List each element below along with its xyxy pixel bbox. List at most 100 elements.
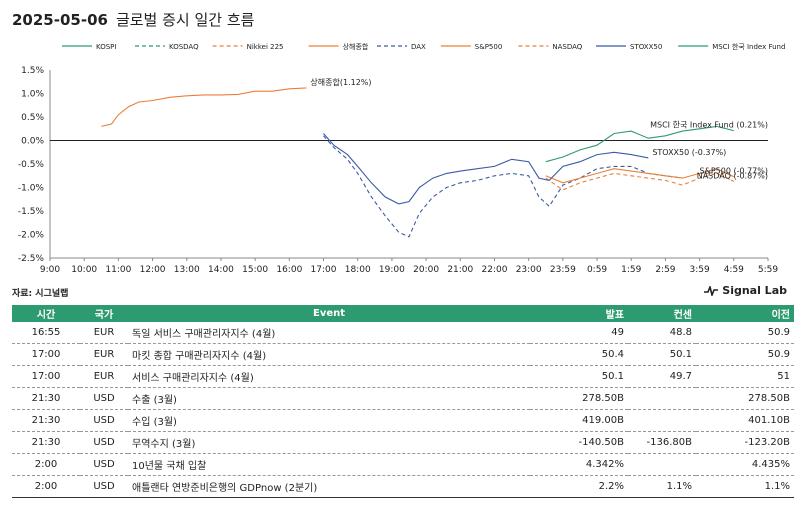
series-end-label: S&P500 (-0.77%): [700, 167, 769, 176]
y-tick-label: 0.5%: [21, 113, 44, 123]
table-cell: 50.1: [530, 365, 628, 388]
table-cell: 마킷 종합 구매관리자지수 (4월): [128, 343, 530, 366]
table-cell: 17:00: [12, 365, 80, 388]
y-tick-label: -2.0%: [18, 231, 45, 241]
y-tick-label: -1.0%: [18, 184, 45, 194]
series-end-label: STOXX50 (-0.37%): [652, 148, 726, 157]
table-cell: 2:00: [12, 453, 80, 476]
x-tick-label: 2:59: [655, 265, 675, 275]
table-cell: 1.1%: [696, 475, 794, 498]
table-cell: 2:00: [12, 475, 80, 498]
table-cell: 독일 서비스 구매관리자지수 (4월): [128, 322, 530, 344]
table-cell: 50.9: [696, 322, 794, 344]
table-cell: [628, 409, 696, 432]
x-tick-label: 14:00: [208, 265, 234, 275]
column-header: Event: [128, 305, 530, 322]
table-cell: 수출 (3월): [128, 387, 530, 410]
legend-label: Nikkei 225: [247, 43, 284, 51]
table-cell: 무역수지 (3월): [128, 431, 530, 454]
event-table: 시간 국가 Event 발표 컨센 이전 16:55 EUR 독일 서비스 구매관리자지수 (…: [12, 305, 794, 498]
table-cell: EUR: [80, 343, 128, 366]
table-row: 2:00 USD 애틀랜타 연방준비은행의 GDPnow (2분기) 2.2% 1.1%…: [12, 475, 794, 498]
table-cell: 서비스 구매관리자지수 (4월): [128, 365, 530, 388]
column-header: 발표: [530, 305, 628, 322]
legend-label: S&P500: [475, 43, 502, 51]
table-row: 21:30 USD 무역수지 (3월) -140.50B -136.80B -123.20…: [12, 431, 794, 454]
table-cell: 2.2%: [530, 475, 628, 498]
legend-label: 상해종합: [343, 42, 369, 51]
table-cell: [628, 387, 696, 410]
source-note: 자료: 시그널랩: [12, 289, 69, 299]
x-tick-label: 5:59: [758, 265, 778, 275]
line-chart: 1.5% 1.0% 0.5% 0.0% -0.5% -1.0% -1.5% -2.0% -2.5…: [18, 42, 786, 275]
series-line: [545, 168, 735, 184]
table-cell: 애틀랜타 연방준비은행의 GDPnow (2분기): [128, 475, 530, 498]
series-end-label: 상해종합(1.12%): [310, 77, 371, 87]
table-cell: 51: [696, 365, 794, 388]
x-tick-label: 17:00: [311, 265, 337, 275]
legend-label: MSCI 한국 Index Fund: [712, 43, 785, 51]
x-tick-label: 21:00: [447, 265, 473, 275]
table-cell: 419.00B: [530, 409, 628, 432]
y-tick-label: -0.5%: [18, 160, 45, 170]
table-row: 21:30 USD 수입 (3월) 419.00B 401.10B: [12, 409, 794, 432]
x-tick-label: 11:00: [105, 265, 131, 275]
series-line: [101, 87, 307, 127]
table-row: 17:00 EUR 서비스 구매관리자지수 (4월) 50.1 49.7 51: [12, 365, 794, 388]
table-cell: 4.342%: [530, 453, 628, 476]
x-tick-label: 4:59: [724, 265, 744, 275]
x-tick-label: 15:00: [242, 265, 268, 275]
y-tick-label: -1.5%: [18, 207, 45, 217]
series-line: [323, 133, 649, 205]
table-cell: 21:30: [12, 409, 80, 432]
table-cell: [628, 453, 696, 476]
table-body: 16:55 EUR 독일 서비스 구매관리자지수 (4월) 49 48.8 50.9 17:…: [12, 322, 794, 498]
legend-label: NASDAQ: [552, 43, 582, 51]
table-cell: EUR: [80, 322, 128, 344]
page-title: 2025-05-06 글로벌 증시 일간 흐름: [12, 9, 254, 30]
x-tick-label: 18:00: [345, 265, 371, 275]
y-tick-label: -2.5%: [18, 254, 45, 264]
report-date: 2025-05-06: [12, 11, 108, 29]
table-cell: 21:30: [12, 431, 80, 454]
legend-label: KOSPI: [96, 43, 116, 51]
brand-name: Signal Lab: [722, 284, 787, 297]
table-cell: 4.435%: [696, 453, 794, 476]
table-cell: EUR: [80, 365, 128, 388]
table-cell: USD: [80, 387, 128, 410]
table-cell: 50.9: [696, 343, 794, 366]
x-tick-label: 9:00: [40, 265, 60, 275]
y-tick-label: 0.0%: [21, 137, 44, 147]
x-tick-label: 23:59: [550, 265, 576, 275]
x-tick-label: 20:00: [413, 265, 439, 275]
x-tick-label: 16:00: [276, 265, 302, 275]
column-header: 국가: [80, 305, 128, 322]
x-tick-label: 13:00: [174, 265, 200, 275]
table-row: 21:30 USD 수출 (3월) 278.50B 278.50B: [12, 387, 794, 410]
table-cell: 17:00: [12, 343, 80, 366]
table-cell: 50.1: [628, 343, 696, 366]
x-tick-label: 10:00: [71, 265, 97, 275]
table-cell: 49.7: [628, 365, 696, 388]
column-header: 컨센: [628, 305, 696, 322]
x-tick-label: 12:00: [140, 265, 166, 275]
y-tick-label: 1.5%: [21, 66, 44, 76]
x-tick-label: 1:59: [621, 265, 641, 275]
table-cell: 21:30: [12, 387, 80, 410]
y-tick-label: 1.0%: [21, 90, 44, 100]
x-tick-label: 23:00: [516, 265, 542, 275]
series-end-label: MSCI 한국 Index Fund (0.21%): [650, 121, 768, 130]
table-cell: 401.10B: [696, 409, 794, 432]
table-cell: 278.50B: [696, 387, 794, 410]
table-cell: USD: [80, 475, 128, 498]
table-row: 16:55 EUR 독일 서비스 구매관리자지수 (4월) 49 48.8 50.9: [12, 322, 794, 344]
table-cell: 48.8: [628, 322, 696, 344]
table-cell: 16:55: [12, 322, 80, 344]
series-line: [545, 125, 734, 163]
series-line: [545, 172, 735, 191]
legend-label: DAX: [411, 43, 426, 51]
table-cell: 49: [530, 322, 628, 344]
x-tick-label: 0:59: [587, 265, 607, 275]
table-header-row: 시간 국가 Event 발표 컨센 이전: [12, 305, 794, 322]
series-end-label: NASDAQ (-0.87%): [697, 171, 768, 180]
